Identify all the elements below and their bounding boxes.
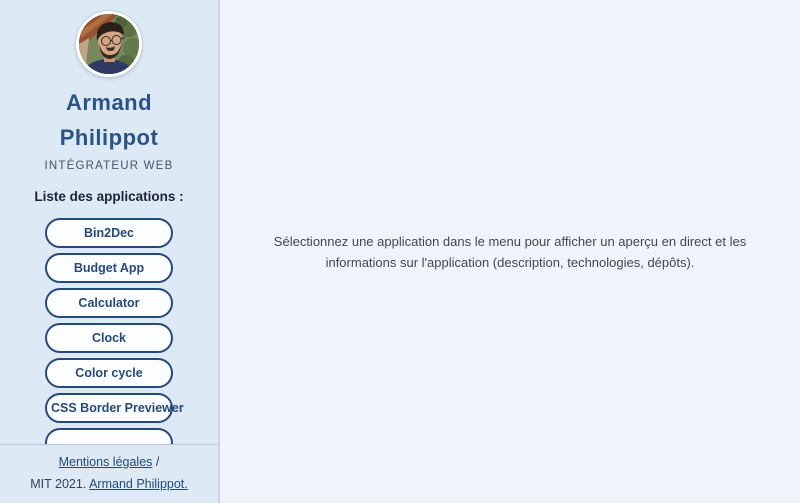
app-button-clock[interactable]: Clock	[45, 323, 173, 353]
profile-job-title: INTÉGRATEUR WEB	[44, 160, 174, 172]
apps-list-heading: Liste des applications :	[34, 189, 184, 204]
list-item: Budget App	[45, 253, 173, 288]
avatar	[76, 11, 142, 77]
app-button-bin2dec[interactable]: Bin2Dec	[45, 218, 173, 248]
app-button-calculator[interactable]: Calculator	[45, 288, 173, 318]
list-item: Clock	[45, 323, 173, 358]
sidebar: Armand Philippot INTÉGRATEUR WEB Liste d…	[0, 0, 220, 503]
avatar-image	[79, 14, 139, 74]
app-button-css-border-previewer[interactable]: CSS Border Previewer	[45, 393, 184, 423]
app-button-partial[interactable]	[45, 428, 173, 444]
app-button-color-cycle[interactable]: Color cycle	[45, 358, 173, 388]
list-item: Bin2Dec	[45, 218, 173, 253]
app-button-budget-app[interactable]: Budget App	[45, 253, 173, 283]
profile-last-name: Philippot	[59, 125, 159, 150]
list-item: Color cycle	[45, 358, 173, 393]
legal-line: Mentions légales /	[0, 455, 218, 469]
author-link[interactable]: Armand Philippot.	[89, 477, 188, 491]
list-item: CSS Border Previewer	[45, 393, 184, 428]
profile-name: Armand Philippot	[60, 85, 159, 155]
sidebar-footer: Mentions légales / MIT 2021. Armand Phil…	[0, 444, 218, 503]
welcome-message-line-1: Sélectionnez une application dans le men…	[273, 233, 747, 249]
license-line: MIT 2021. Armand Philippot.	[0, 477, 218, 491]
welcome-message: Sélectionnez une application dans le men…	[254, 231, 766, 273]
list-item	[45, 428, 173, 444]
profile-first-name: Armand	[65, 90, 153, 115]
license-text: MIT 2021.	[30, 477, 87, 491]
main-content: Sélectionnez une application dans le men…	[220, 0, 800, 503]
welcome-message-line-2: informations sur l'application (descript…	[325, 254, 695, 270]
legal-link[interactable]: Mentions légales	[58, 455, 153, 469]
apps-list: Bin2Dec Budget App Calculator Clock Colo…	[0, 218, 218, 444]
list-item: Calculator	[45, 288, 173, 323]
footer-separator: /	[155, 455, 160, 469]
